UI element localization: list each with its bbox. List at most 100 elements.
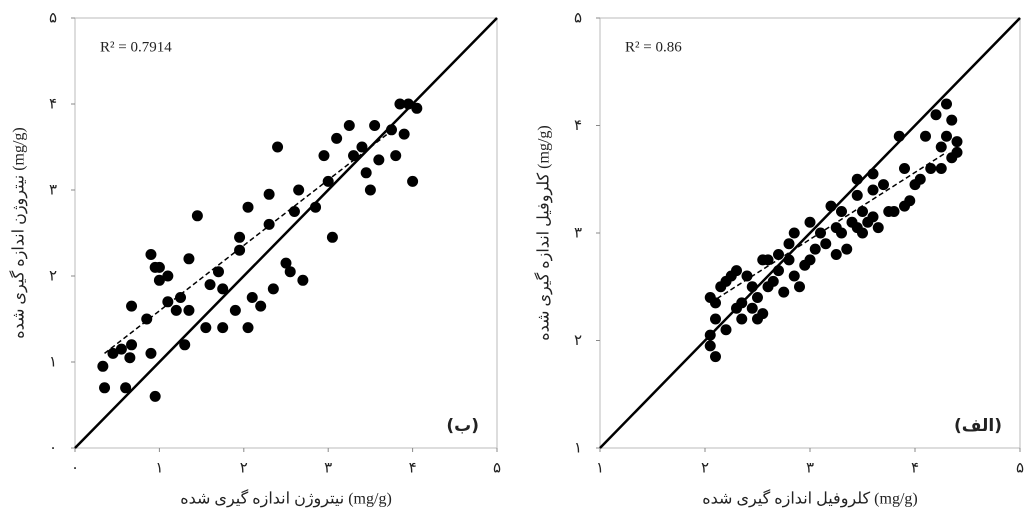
- y-tick-label: ۰: [49, 439, 57, 457]
- point: [872, 222, 884, 234]
- point: [788, 270, 800, 282]
- point: [272, 141, 284, 153]
- point: [767, 275, 779, 287]
- point: [836, 206, 847, 217]
- point: [179, 339, 191, 351]
- point: [809, 243, 821, 255]
- x-tick-label: ۰: [71, 459, 79, 477]
- point: [841, 243, 853, 255]
- point: [200, 322, 212, 334]
- point: [411, 102, 423, 114]
- point: [263, 218, 275, 230]
- point: [836, 227, 847, 239]
- point: [757, 308, 769, 320]
- x-axis-label: کلروفیل اندازه گیری شده (mg/g): [702, 489, 917, 508]
- point: [867, 168, 879, 180]
- point: [704, 329, 716, 341]
- trend-line: [104, 133, 388, 354]
- point: [710, 313, 721, 325]
- point: [773, 249, 784, 260]
- point: [373, 154, 385, 166]
- point: [941, 98, 952, 110]
- point: [951, 136, 963, 148]
- point: [288, 206, 300, 217]
- point: [124, 352, 136, 364]
- point: [746, 281, 758, 293]
- point: [183, 253, 195, 265]
- point: [284, 266, 296, 278]
- point: [242, 322, 254, 334]
- point: [145, 249, 157, 260]
- point: [191, 210, 203, 222]
- point: [293, 184, 305, 196]
- point: [107, 347, 119, 359]
- y-tick-label: ۵: [574, 9, 582, 27]
- point: [153, 274, 165, 286]
- point: [149, 390, 161, 402]
- annotation: R² = 0.7914: [100, 39, 172, 55]
- y-tick-label: ۴: [574, 116, 582, 134]
- point: [867, 184, 879, 196]
- point: [893, 130, 905, 142]
- point: [310, 201, 322, 213]
- point: [930, 109, 942, 121]
- x-tick-label: ۲: [240, 459, 248, 477]
- point: [935, 141, 947, 153]
- point: [364, 184, 376, 196]
- point: [162, 296, 174, 308]
- y-tick-label: ۲: [574, 331, 582, 349]
- point: [217, 322, 229, 334]
- identity-line: [74, 17, 498, 449]
- x-tick-label: ۳: [806, 459, 814, 477]
- point: [407, 175, 419, 187]
- point: [145, 347, 157, 359]
- panel-label: (ب): [446, 416, 479, 436]
- point: [731, 265, 742, 277]
- point: [746, 302, 758, 314]
- point: [935, 163, 947, 174]
- y-axis-label: نیتروژن اندازه گیری شده (mg/g): [9, 127, 28, 339]
- point: [170, 304, 182, 316]
- trend-line: [709, 151, 947, 304]
- point: [386, 124, 397, 136]
- point: [752, 292, 763, 303]
- point: [246, 292, 258, 303]
- point: [97, 360, 109, 372]
- point: [234, 244, 246, 256]
- point: [356, 141, 368, 153]
- point: [242, 201, 254, 213]
- x-tick-label: ۱: [155, 459, 163, 477]
- point: [234, 231, 246, 243]
- point: [920, 130, 931, 142]
- annotation: R² = 0.86: [625, 39, 682, 55]
- point: [331, 132, 343, 144]
- point: [394, 98, 406, 110]
- x-tick-label: ۳: [324, 459, 332, 477]
- point: [343, 120, 355, 131]
- point: [710, 351, 721, 363]
- plot-frame: [74, 17, 498, 449]
- x-tick-label: ۲: [701, 459, 709, 477]
- point: [402, 98, 414, 110]
- y-tick-label: ۳: [49, 181, 57, 199]
- point: [736, 313, 748, 325]
- point: [255, 300, 267, 312]
- x-tick-label: ۱: [596, 459, 604, 477]
- x-tick-label: ۵: [493, 459, 501, 477]
- y-tick-label: ۳: [574, 224, 582, 242]
- point: [263, 188, 275, 200]
- point: [704, 340, 716, 352]
- point: [126, 339, 138, 351]
- point: [783, 238, 795, 250]
- panel-label: (الف): [954, 416, 1002, 436]
- point: [183, 304, 195, 316]
- point: [794, 281, 805, 293]
- point: [851, 189, 863, 201]
- y-tick-label: ۴: [49, 95, 57, 113]
- point: [825, 200, 837, 212]
- point: [951, 146, 963, 158]
- y-tick-label: ۲: [49, 267, 57, 285]
- point: [857, 206, 868, 217]
